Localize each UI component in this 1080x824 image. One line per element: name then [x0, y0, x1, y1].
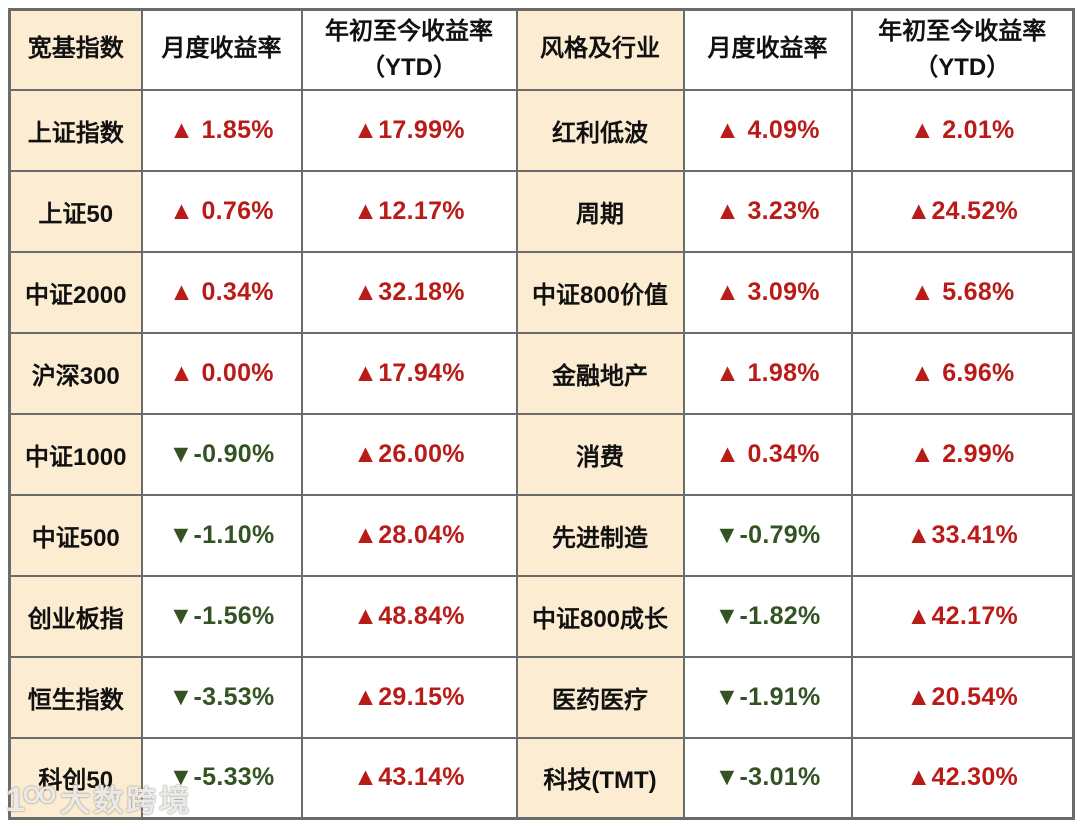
broad-ytd-return: ▲28.04%: [300, 493, 518, 577]
broad-monthly-return: ▲ 0.76%: [140, 169, 303, 253]
broad-index-name: 创业板指: [8, 574, 143, 658]
broad-index-name: 恒生指数: [8, 655, 143, 739]
col-header-broad-index: 宽基指数: [8, 8, 143, 91]
table-row: 上证指数 ▲ 1.85% ▲17.99% 红利低波 ▲ 4.09% ▲ 2.01…: [8, 88, 1075, 172]
style-ytd-return: ▲ 6.96%: [850, 331, 1075, 415]
table-row: 创业板指 ▼-1.56% ▲48.84% 中证800成长 ▼-1.82% ▲42…: [8, 574, 1075, 658]
style-monthly-return: ▼-1.91%: [682, 655, 853, 739]
broad-monthly-return: ▼-0.90%: [140, 412, 303, 496]
broad-monthly-return: ▲ 0.34%: [140, 250, 303, 334]
style-industry-name: 中证800成长: [515, 574, 685, 658]
table-row: 科创50 ▼-5.33% ▲43.14% 科技(TMT) ▼-3.01% ▲42…: [8, 736, 1075, 820]
ytd-header-line2: （YTD）: [361, 53, 457, 81]
col-header-style-industry: 风格及行业: [515, 8, 685, 91]
broad-ytd-return: ▲29.15%: [300, 655, 518, 739]
style-ytd-return: ▲ 2.99%: [850, 412, 1075, 496]
style-monthly-return: ▲ 0.34%: [682, 412, 853, 496]
style-ytd-return: ▲42.30%: [850, 736, 1075, 820]
style-monthly-return: ▼-3.01%: [682, 736, 853, 820]
broad-monthly-return: ▲ 1.85%: [140, 88, 303, 172]
style-industry-name: 科技(TMT): [515, 736, 685, 820]
ytd-header-line2: （YTD）: [914, 53, 1011, 81]
broad-monthly-return: ▼-1.56%: [140, 574, 303, 658]
table-header: 宽基指数 月度收益率 年初至今收益率 （YTD） 风格及行业 月度收益率 年初至…: [8, 8, 1075, 91]
broad-index-name: 沪深300: [8, 331, 143, 415]
style-monthly-return: ▲ 4.09%: [682, 88, 853, 172]
col-header-ytd-left: 年初至今收益率 （YTD）: [300, 8, 518, 91]
table-row: 上证50 ▲ 0.76% ▲12.17% 周期 ▲ 3.23% ▲24.52%: [8, 169, 1075, 253]
style-ytd-return: ▲ 5.68%: [850, 250, 1075, 334]
style-ytd-return: ▲42.17%: [850, 574, 1075, 658]
style-industry-name: 中证800价值: [515, 250, 685, 334]
broad-ytd-return: ▲43.14%: [300, 736, 518, 820]
col-header-ytd-right: 年初至今收益率 （YTD）: [850, 8, 1075, 91]
broad-monthly-return: ▼-3.53%: [140, 655, 303, 739]
broad-ytd-return: ▲17.99%: [300, 88, 518, 172]
style-monthly-return: ▲ 1.98%: [682, 331, 853, 415]
broad-ytd-return: ▲32.18%: [300, 250, 518, 334]
ytd-header-line1: 年初至今收益率: [878, 17, 1047, 45]
table-row: 恒生指数 ▼-3.53% ▲29.15% 医药医疗 ▼-1.91% ▲20.54…: [8, 655, 1075, 739]
style-ytd-return: ▲ 2.01%: [850, 88, 1075, 172]
col-header-monthly-left: 月度收益率: [140, 8, 303, 91]
style-monthly-return: ▼-1.82%: [682, 574, 853, 658]
broad-index-name: 中证500: [8, 493, 143, 577]
table-row: 中证1000 ▼-0.90% ▲26.00% 消费 ▲ 0.34% ▲ 2.99…: [8, 412, 1075, 496]
ytd-header-line1: 年初至今收益率: [325, 17, 493, 45]
style-monthly-return: ▲ 3.09%: [682, 250, 853, 334]
broad-ytd-return: ▲26.00%: [300, 412, 518, 496]
style-industry-name: 消费: [515, 412, 685, 496]
broad-monthly-return: ▼-5.33%: [140, 736, 303, 820]
broad-ytd-return: ▲17.94%: [300, 331, 518, 415]
table-row: 中证500 ▼-1.10% ▲28.04% 先进制造 ▼-0.79% ▲33.4…: [8, 493, 1075, 577]
style-industry-name: 周期: [515, 169, 685, 253]
style-industry-name: 金融地产: [515, 331, 685, 415]
returns-table: 宽基指数 月度收益率 年初至今收益率 （YTD） 风格及行业 月度收益率 年初至…: [8, 8, 1075, 820]
broad-index-name: 上证指数: [8, 88, 143, 172]
broad-index-name: 上证50: [8, 169, 143, 253]
table-row: 沪深300 ▲ 0.00% ▲17.94% 金融地产 ▲ 1.98% ▲ 6.9…: [8, 331, 1075, 415]
broad-monthly-return: ▼-1.10%: [140, 493, 303, 577]
style-monthly-return: ▼-0.79%: [682, 493, 853, 577]
style-monthly-return: ▲ 3.23%: [682, 169, 853, 253]
style-ytd-return: ▲24.52%: [850, 169, 1075, 253]
table-row: 中证2000 ▲ 0.34% ▲32.18% 中证800价值 ▲ 3.09% ▲…: [8, 250, 1075, 334]
broad-index-name: 科创50: [8, 736, 143, 820]
style-industry-name: 先进制造: [515, 493, 685, 577]
broad-ytd-return: ▲48.84%: [300, 574, 518, 658]
broad-index-name: 中证2000: [8, 250, 143, 334]
style-industry-name: 红利低波: [515, 88, 685, 172]
broad-ytd-return: ▲12.17%: [300, 169, 518, 253]
broad-monthly-return: ▲ 0.00%: [140, 331, 303, 415]
table-body: 上证指数 ▲ 1.85% ▲17.99% 红利低波 ▲ 4.09% ▲ 2.01…: [8, 88, 1075, 820]
col-header-monthly-right: 月度收益率: [682, 8, 853, 91]
broad-index-name: 中证1000: [8, 412, 143, 496]
style-ytd-return: ▲33.41%: [850, 493, 1075, 577]
style-industry-name: 医药医疗: [515, 655, 685, 739]
style-ytd-return: ▲20.54%: [850, 655, 1075, 739]
header-row: 宽基指数 月度收益率 年初至今收益率 （YTD） 风格及行业 月度收益率 年初至…: [8, 8, 1075, 91]
